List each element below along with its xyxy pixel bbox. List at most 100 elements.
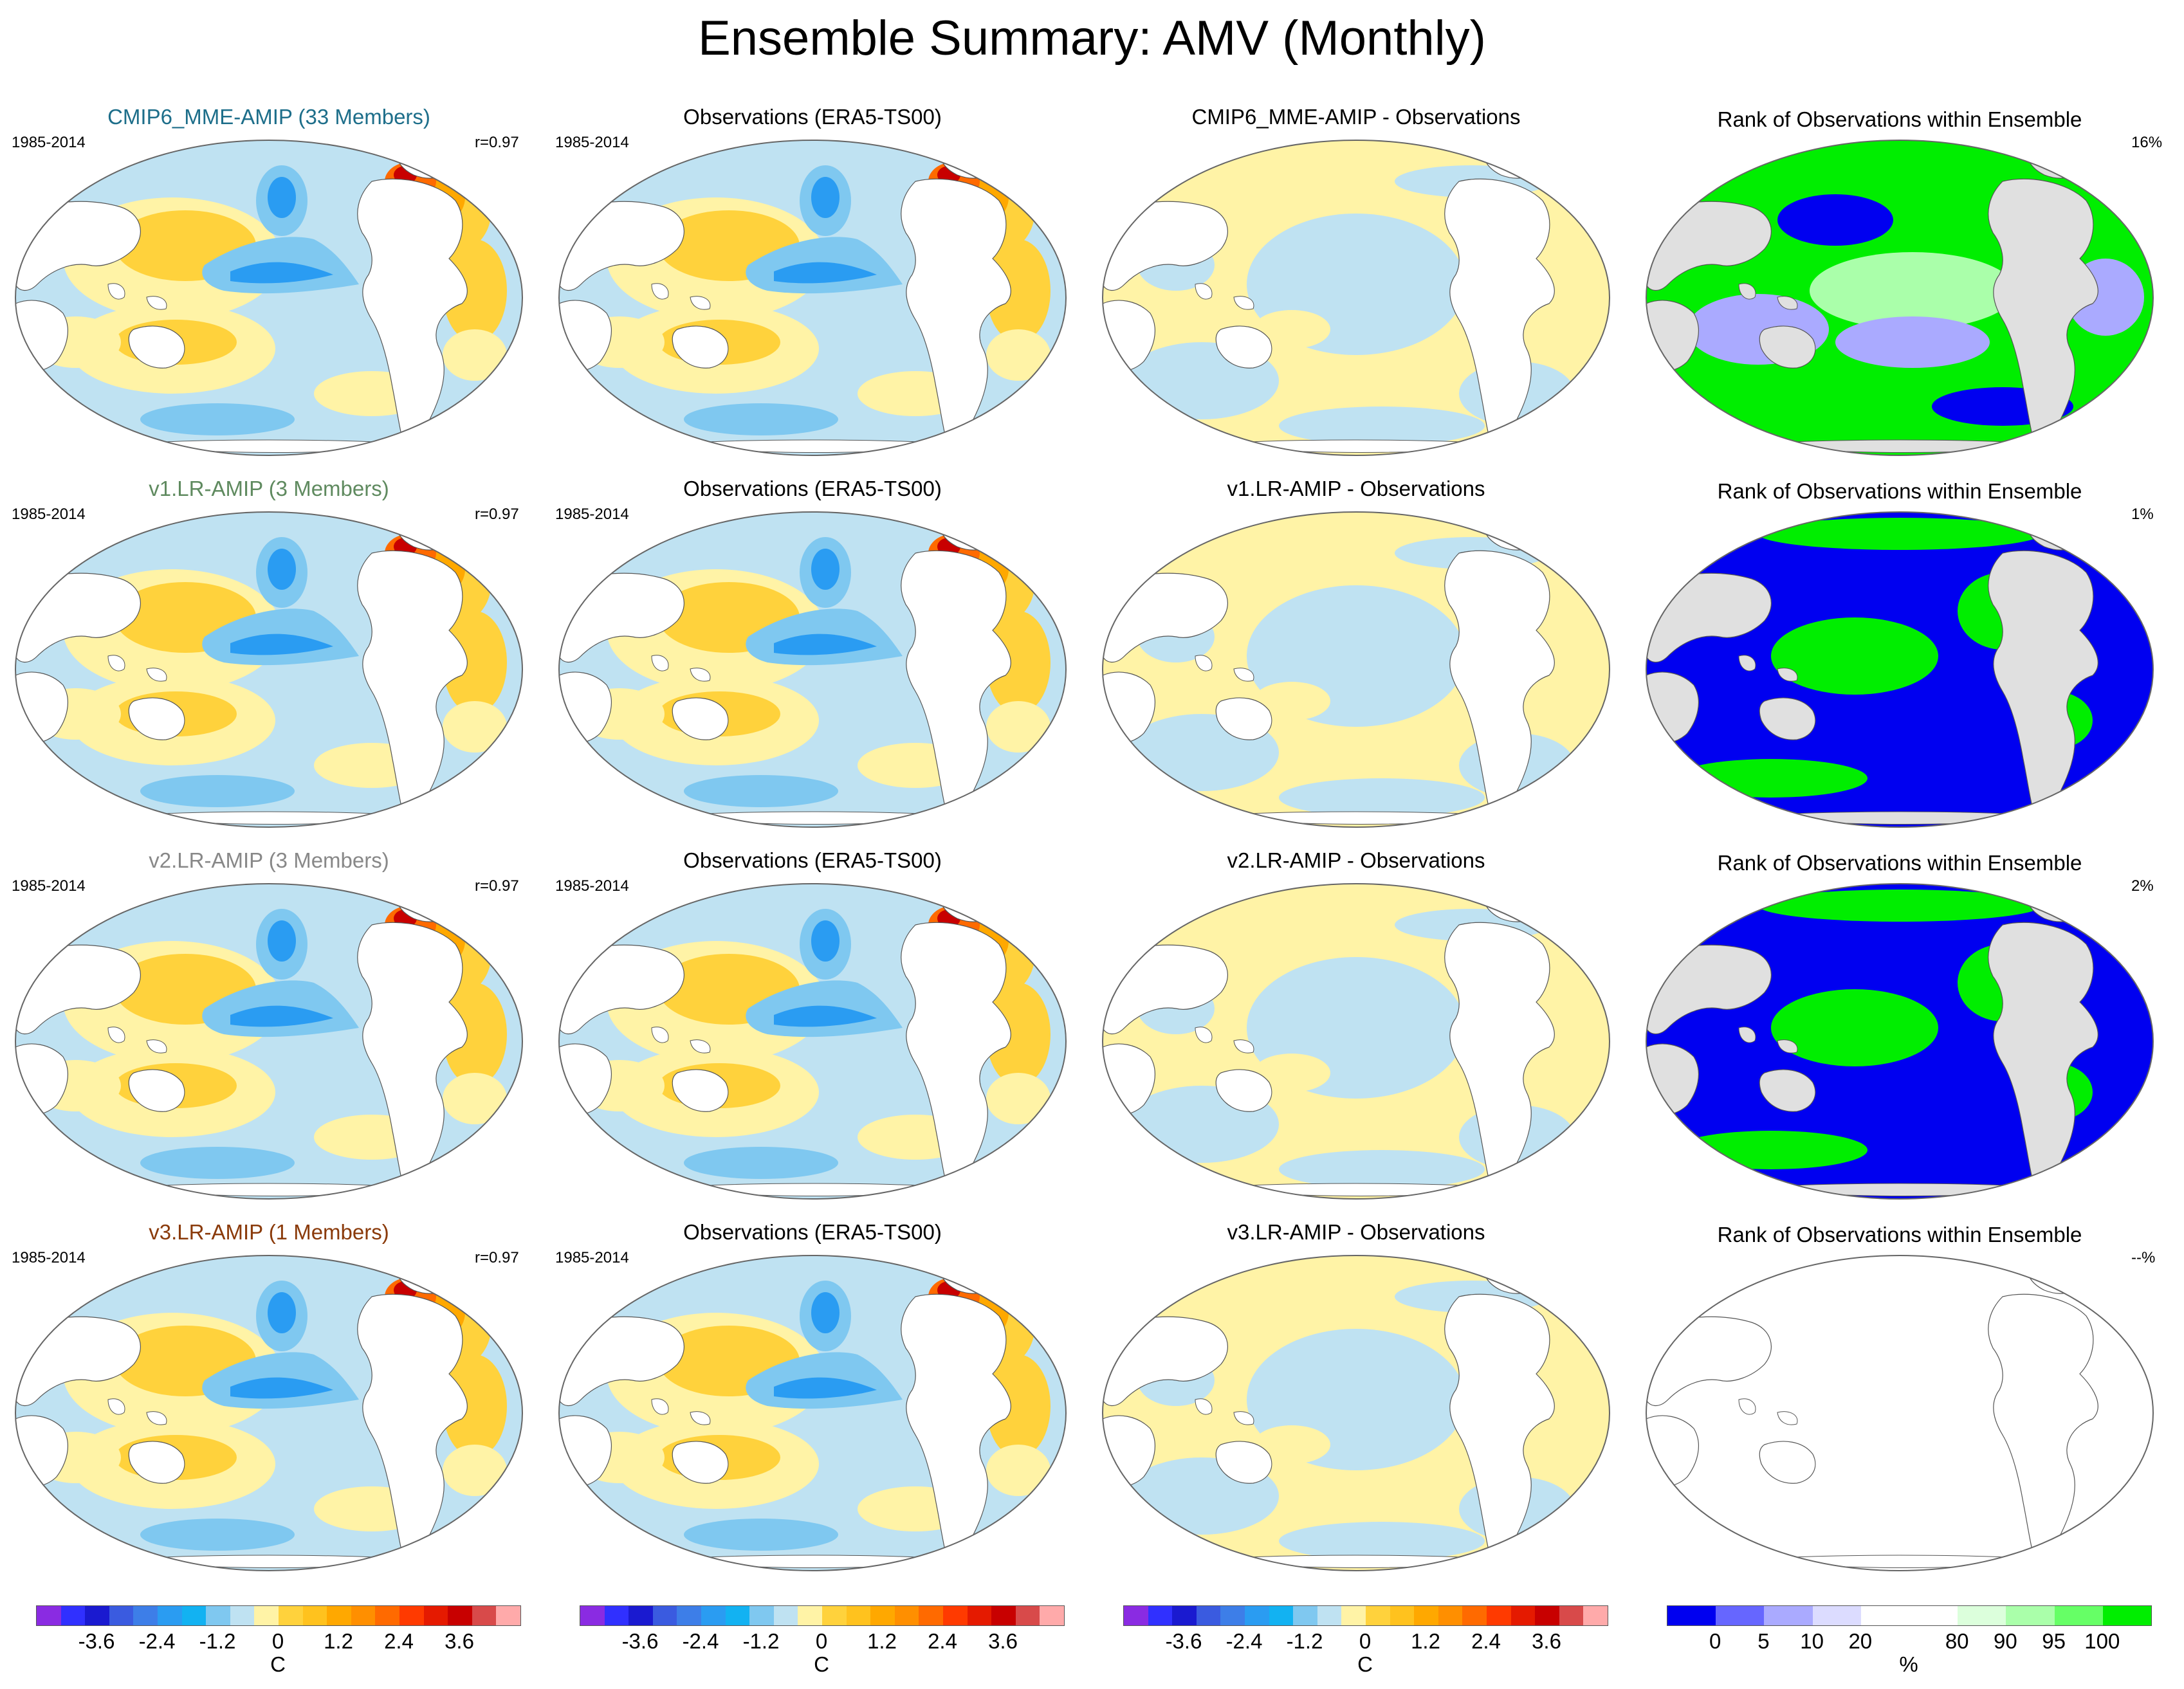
colorbar-swatch bbox=[230, 1606, 255, 1625]
temperature-colorbar bbox=[1123, 1605, 1608, 1626]
colorbar-tick-label: 3.6 bbox=[445, 1629, 474, 1653]
colorbar-swatch bbox=[2054, 1606, 2103, 1625]
diff-panel-title: v3.LR-AMIP - Observations bbox=[1227, 1220, 1485, 1244]
colorbar-swatch bbox=[991, 1606, 1016, 1625]
rank-percent-label: --% bbox=[2131, 1249, 2156, 1266]
colorbar-swatch bbox=[254, 1606, 279, 1625]
obs-panel-title: Observations (ERA5-TS00) bbox=[683, 105, 942, 129]
colorbar-swatch bbox=[1438, 1606, 1463, 1625]
diff-panel-title: v1.LR-AMIP - Observations bbox=[1227, 477, 1485, 500]
colorbar-swatch bbox=[302, 1606, 327, 1625]
colorbar-tick-label: -2.4 bbox=[138, 1629, 176, 1653]
colorbar-tick-label: 100 bbox=[2084, 1629, 2120, 1653]
colorbar-swatch bbox=[894, 1606, 919, 1625]
model-map bbox=[15, 883, 523, 1200]
colorbar-swatch bbox=[1764, 1606, 1813, 1625]
colorbar-unit-label: C bbox=[1357, 1652, 1373, 1676]
colorbar-swatch bbox=[399, 1606, 424, 1625]
difference-map bbox=[1102, 883, 1610, 1200]
diff-panel-title: CMIP6_MME-AMIP - Observations bbox=[1191, 105, 1521, 129]
colorbar-swatch bbox=[1244, 1606, 1269, 1625]
obs-panel-title: Observations (ERA5-TS00) bbox=[683, 477, 942, 500]
model-map bbox=[15, 1255, 523, 1571]
colorbar-tick-label: 0 bbox=[271, 1629, 284, 1653]
colorbar-tick-label: -1.2 bbox=[199, 1629, 236, 1653]
colorbar-tick-label: 2.4 bbox=[928, 1629, 957, 1653]
obs-map bbox=[558, 883, 1067, 1200]
colorbar-swatch bbox=[1909, 1606, 1958, 1625]
colorbar-swatch bbox=[375, 1606, 399, 1625]
obs-panel-title: Observations (ERA5-TS00) bbox=[683, 848, 942, 872]
colorbar-swatch bbox=[2102, 1606, 2152, 1625]
colorbar-swatch bbox=[604, 1606, 629, 1625]
colorbar-swatch bbox=[773, 1606, 798, 1625]
colorbar-tick-label: 3.6 bbox=[1532, 1629, 1561, 1653]
colorbar-swatch bbox=[725, 1606, 750, 1625]
colorbar-tick-label: 2.4 bbox=[384, 1629, 414, 1653]
colorbar-tick-label: -1.2 bbox=[1286, 1629, 1323, 1653]
colorbar-tick-label: -3.6 bbox=[1165, 1629, 1202, 1653]
colorbar-swatch bbox=[327, 1606, 351, 1625]
colorbar-swatch bbox=[1667, 1606, 1716, 1625]
correlation-label: r=0.97 bbox=[475, 1249, 519, 1266]
difference-map bbox=[1102, 140, 1610, 456]
rank-percent-label: 16% bbox=[2131, 134, 2163, 151]
rank-map bbox=[1646, 1255, 2154, 1571]
colorbar-tick-label: 1.2 bbox=[867, 1629, 897, 1653]
rank-map bbox=[1646, 140, 2154, 456]
model-map bbox=[15, 140, 523, 456]
colorbar-swatch bbox=[846, 1606, 871, 1625]
colorbar-unit-label: C bbox=[270, 1652, 286, 1676]
model-panel-title: CMIP6_MME-AMIP (33 Members) bbox=[107, 105, 430, 129]
colorbar-swatch bbox=[1341, 1606, 1366, 1625]
colorbar-swatch bbox=[580, 1606, 605, 1625]
colorbar-swatch bbox=[157, 1606, 182, 1625]
colorbar-tick-label: 20 bbox=[1848, 1629, 1873, 1653]
rank-map bbox=[1646, 883, 2154, 1200]
figure-title: Ensemble Summary: AMV (Monthly) bbox=[698, 11, 1486, 66]
colorbar-swatch bbox=[60, 1606, 86, 1625]
colorbar-tick-label: 1.2 bbox=[324, 1629, 353, 1653]
obs-period-label: 1985-2014 bbox=[555, 506, 629, 523]
colorbar-swatch bbox=[942, 1606, 968, 1625]
diff-panel-title: v2.LR-AMIP - Observations bbox=[1227, 848, 1485, 872]
colorbar-tick-label: 3.6 bbox=[988, 1629, 1018, 1653]
colorbar-swatch bbox=[351, 1606, 376, 1625]
rank-colorbar bbox=[1667, 1605, 2152, 1626]
model-period-label: 1985-2014 bbox=[12, 877, 86, 895]
colorbar-tick-label: 1.2 bbox=[1411, 1629, 1440, 1653]
obs-map bbox=[558, 140, 1067, 456]
colorbar-swatch bbox=[1486, 1606, 1511, 1625]
colorbar-tick-label: -3.6 bbox=[78, 1629, 115, 1653]
colorbar-swatch bbox=[1196, 1606, 1221, 1625]
correlation-label: r=0.97 bbox=[475, 134, 519, 151]
colorbar-tick-label: -3.6 bbox=[621, 1629, 659, 1653]
colorbar-swatch bbox=[448, 1606, 472, 1625]
colorbar-swatch bbox=[1535, 1606, 1559, 1625]
colorbar-swatch bbox=[1148, 1606, 1173, 1625]
obs-period-label: 1985-2014 bbox=[555, 1249, 629, 1266]
rank-percent-label: 1% bbox=[2131, 506, 2154, 523]
colorbar-swatch bbox=[37, 1606, 61, 1625]
colorbar-swatch bbox=[2006, 1606, 2055, 1625]
colorbar-swatch bbox=[1958, 1606, 2006, 1625]
rank-panel-title: Rank of Observations within Ensemble bbox=[1717, 1223, 2082, 1246]
rank-map bbox=[1646, 511, 2154, 828]
obs-map bbox=[558, 1255, 1067, 1571]
correlation-label: r=0.97 bbox=[475, 877, 519, 895]
difference-map bbox=[1102, 1255, 1610, 1571]
colorbar-tick-label: 80 bbox=[1945, 1629, 1969, 1653]
colorbar-swatch bbox=[677, 1606, 701, 1625]
colorbar-tick-label: 0 bbox=[1709, 1629, 1721, 1653]
colorbar-tick-label: -2.4 bbox=[682, 1629, 719, 1653]
colorbar-swatch bbox=[85, 1606, 109, 1625]
colorbar-swatch bbox=[1510, 1606, 1536, 1625]
colorbar-swatch bbox=[1269, 1606, 1294, 1625]
colorbar-swatch bbox=[749, 1606, 774, 1625]
colorbar-tick-label: 0 bbox=[1359, 1629, 1372, 1653]
colorbar-swatch bbox=[629, 1606, 653, 1625]
correlation-label: r=0.97 bbox=[475, 506, 519, 523]
colorbar-tick-label: 95 bbox=[2042, 1629, 2066, 1653]
model-panel-title: v2.LR-AMIP (3 Members) bbox=[149, 848, 389, 872]
rank-percent-label: 2% bbox=[2131, 877, 2154, 895]
